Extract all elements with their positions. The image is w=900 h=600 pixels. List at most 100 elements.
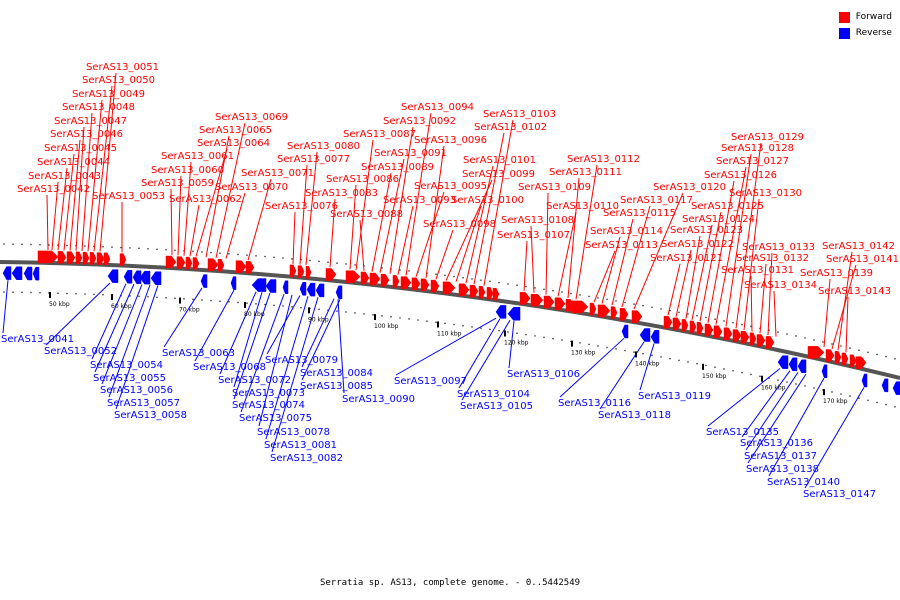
reverse-gene-arrow[interactable] <box>32 266 40 281</box>
gene-label[interactable]: SerAS13_0048 <box>62 102 135 113</box>
reverse-gene-arrow[interactable] <box>139 270 151 285</box>
reverse-gene-arrow[interactable] <box>150 271 162 285</box>
gene-label[interactable]: SerAS13_0104 <box>457 389 530 400</box>
gene-label[interactable]: SerAS13_0090 <box>342 394 415 405</box>
gene-label[interactable]: SerAS13_0084 <box>300 368 373 379</box>
forward-gene-arrow[interactable] <box>297 265 305 278</box>
gene-label[interactable]: SerAS13_0100 <box>451 195 524 206</box>
gene-label[interactable]: SerAS13_0098 <box>423 219 496 230</box>
gene-label[interactable]: SerAS13_0118 <box>598 410 671 421</box>
forward-gene-arrow[interactable] <box>704 323 714 337</box>
gene-label[interactable]: SerAS13_0130 <box>729 188 802 199</box>
forward-gene-arrow[interactable] <box>192 257 200 270</box>
gene-label[interactable]: SerAS13_0072 <box>218 375 291 386</box>
gene-label[interactable]: SerAS13_0051 <box>86 62 159 73</box>
forward-gene-arrow[interactable] <box>165 255 177 269</box>
reverse-gene-arrow[interactable] <box>11 266 23 281</box>
gene-label[interactable]: SerAS13_0057 <box>107 398 180 409</box>
forward-gene-arrow[interactable] <box>663 315 673 329</box>
gene-label[interactable]: SerAS13_0088 <box>330 209 403 220</box>
gene-label[interactable]: SerAS13_0059 <box>141 178 214 189</box>
forward-gene-arrow[interactable] <box>217 258 225 272</box>
gene-label[interactable]: SerAS13_0116 <box>558 398 631 409</box>
gene-label[interactable]: SerAS13_0080 <box>287 141 360 152</box>
gene-label[interactable]: SerAS13_0071 <box>241 168 314 179</box>
forward-gene-arrow[interactable] <box>486 287 494 300</box>
gene-label[interactable]: SerAS13_0120 <box>653 182 726 193</box>
gene-label[interactable]: SerAS13_0134 <box>744 280 817 291</box>
reverse-gene-arrow[interactable] <box>495 305 507 319</box>
gene-label[interactable]: SerAS13_0055 <box>93 373 166 384</box>
gene-label[interactable]: SerAS13_0124 <box>682 214 755 225</box>
gene-label[interactable]: SerAS13_0054 <box>90 360 163 371</box>
reverse-gene-arrow[interactable] <box>251 278 267 292</box>
reverse-gene-arrow[interactable] <box>107 269 119 283</box>
gene-label[interactable]: SerAS13_0044 <box>37 157 110 168</box>
forward-gene-arrow[interactable] <box>519 292 531 305</box>
gene-label[interactable]: SerAS13_0083 <box>305 188 378 199</box>
reverse-gene-arrow[interactable] <box>335 285 343 300</box>
gene-label[interactable]: SerAS13_0115 <box>603 208 676 219</box>
gene-label[interactable]: SerAS13_0147 <box>803 489 876 500</box>
forward-gene-arrow[interactable] <box>96 252 105 265</box>
gene-label[interactable]: SerAS13_0129 <box>731 132 804 143</box>
reverse-gene-arrow[interactable] <box>123 270 133 284</box>
reverse-gene-arrow[interactable] <box>315 283 325 298</box>
gene-label[interactable]: SerAS13_0086 <box>326 174 399 185</box>
gene-label[interactable]: SerAS13_0133 <box>742 242 815 253</box>
gene-label[interactable]: SerAS13_0061 <box>161 151 234 162</box>
gene-label[interactable]: SerAS13_0047 <box>54 116 127 127</box>
forward-gene-arrow[interactable] <box>681 319 689 332</box>
gene-label[interactable]: SerAS13_0108 <box>501 215 574 226</box>
forward-gene-arrow[interactable] <box>369 272 381 286</box>
forward-gene-arrow[interactable] <box>765 336 775 349</box>
gene-label[interactable]: SerAS13_0113 <box>585 240 658 251</box>
gene-label[interactable]: SerAS13_0121 <box>650 253 723 264</box>
gene-label[interactable]: SerAS13_0106 <box>507 369 580 380</box>
reverse-gene-arrow[interactable] <box>821 364 828 379</box>
forward-gene-arrow[interactable] <box>825 349 835 362</box>
forward-gene-arrow[interactable] <box>235 260 247 273</box>
reverse-gene-arrow[interactable] <box>861 373 868 388</box>
gene-label[interactable]: SerAS13_0093 <box>383 195 456 206</box>
forward-gene-arrow[interactable] <box>442 281 456 295</box>
forward-gene-arrow[interactable] <box>749 332 757 346</box>
forward-gene-arrow[interactable] <box>420 278 430 292</box>
gene-label[interactable]: SerAS13_0137 <box>744 451 817 462</box>
gene-label[interactable]: SerAS13_0105 <box>460 401 533 412</box>
gene-label[interactable]: SerAS13_0109 <box>518 182 591 193</box>
gene-label[interactable]: SerAS13_0097 <box>394 376 467 387</box>
gene-label[interactable]: SerAS13_0063 <box>162 348 235 359</box>
gene-label[interactable]: SerAS13_0103 <box>483 109 556 120</box>
forward-gene-arrow[interactable] <box>380 273 390 287</box>
gene-label[interactable]: SerAS13_0065 <box>199 125 272 136</box>
forward-gene-arrow[interactable] <box>37 250 59 264</box>
reverse-gene-arrow[interactable] <box>650 330 660 344</box>
reverse-gene-arrow[interactable] <box>621 324 629 339</box>
gene-label[interactable]: SerAS13_0111 <box>549 167 622 178</box>
gene-label[interactable]: SerAS13_0081 <box>264 440 337 451</box>
gene-label[interactable]: SerAS13_0058 <box>114 410 187 421</box>
forward-gene-arrow[interactable] <box>478 286 486 299</box>
reverse-gene-arrow[interactable] <box>507 307 521 321</box>
forward-gene-arrow[interactable] <box>245 261 255 274</box>
forward-gene-arrow[interactable] <box>713 325 723 339</box>
gene-label[interactable]: SerAS13_0085 <box>300 381 373 392</box>
forward-gene-arrow[interactable] <box>345 270 361 283</box>
gene-label[interactable]: SerAS13_0141 <box>826 254 899 265</box>
reverse-gene-arrow[interactable] <box>881 378 889 393</box>
gene-label[interactable]: SerAS13_0053 <box>92 191 165 202</box>
gene-label[interactable]: SerAS13_0041 <box>1 334 74 345</box>
gene-label[interactable]: SerAS13_0077 <box>277 154 350 165</box>
reverse-gene-arrow[interactable] <box>23 266 33 281</box>
gene-label[interactable]: SerAS13_0078 <box>257 427 330 438</box>
forward-gene-arrow[interactable] <box>732 329 742 342</box>
forward-gene-arrow[interactable] <box>103 252 111 266</box>
gene-label[interactable]: SerAS13_0135 <box>706 427 779 438</box>
gene-label[interactable]: SerAS13_0125 <box>691 201 764 212</box>
forward-gene-arrow[interactable] <box>855 356 867 369</box>
forward-gene-arrow[interactable] <box>571 300 589 314</box>
gene-label[interactable]: SerAS13_0143 <box>818 286 891 297</box>
gene-label[interactable]: SerAS13_0076 <box>265 201 338 212</box>
gene-label[interactable]: SerAS13_0099 <box>462 169 535 180</box>
